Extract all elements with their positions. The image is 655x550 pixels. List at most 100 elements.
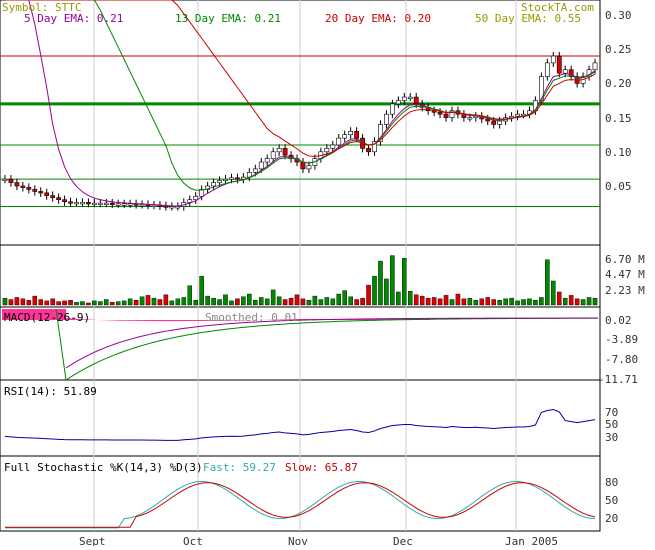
volume-bar <box>354 299 359 306</box>
macd-tick: -11.71 <box>598 373 638 386</box>
rsi-tick: 30 <box>605 431 618 444</box>
macd-signal-line <box>65 317 599 369</box>
volume-bar <box>235 298 240 306</box>
macd-tick: 0.02 <box>605 314 632 327</box>
price-tick: 0.30 <box>605 9 632 22</box>
candle-body <box>74 202 79 205</box>
candle-body <box>384 113 389 125</box>
stochastic-lines <box>4 480 596 529</box>
volume-bar <box>539 297 544 306</box>
volume-bar <box>8 299 14 306</box>
volume-bar <box>366 284 371 306</box>
volume-bar <box>467 297 473 306</box>
candle-body <box>235 177 240 180</box>
volume-bar <box>14 297 20 306</box>
ema20-line <box>4 0 596 158</box>
macd-lines <box>2 308 599 381</box>
volume-bar <box>384 278 389 306</box>
volume-bar <box>68 299 73 306</box>
candle-body <box>151 204 157 207</box>
volume-bar <box>282 299 288 306</box>
volume-bar <box>205 295 210 306</box>
candle-body <box>223 178 228 181</box>
volume-bar <box>556 291 562 306</box>
stochastic-fast-line <box>4 480 596 529</box>
volume-tick: 2.23 M <box>605 284 645 297</box>
volume-bar <box>127 298 133 306</box>
volume-bar <box>485 297 491 306</box>
candle-body <box>32 189 38 192</box>
ema20-label: 20 Day EMA: 0.20 <box>325 12 431 25</box>
volume-bar <box>300 298 306 306</box>
candle-body <box>491 120 497 125</box>
candle-body <box>2 178 8 181</box>
volume-bar <box>425 297 431 306</box>
volume-bar <box>545 259 550 306</box>
volume-bar <box>342 290 347 306</box>
candle-body <box>592 62 598 71</box>
candle-body <box>20 185 26 188</box>
stochastic-tick: 20 <box>605 512 618 525</box>
x-label: Oct <box>183 535 203 546</box>
candle-body <box>336 137 342 146</box>
volume-bar <box>86 302 91 306</box>
candle-body <box>449 110 455 118</box>
volume-bar <box>26 299 32 306</box>
volume-bar <box>169 300 175 306</box>
volume-bar <box>568 295 574 306</box>
volume-bar <box>336 293 342 306</box>
volume-bar <box>330 298 336 306</box>
volume-bar <box>151 297 157 306</box>
candle-body <box>50 195 56 198</box>
candle-body <box>264 158 270 163</box>
ema50-label: 50 Day EMA: 0.55 <box>475 12 581 25</box>
volume-bar <box>2 297 8 306</box>
volume-bar <box>515 300 520 306</box>
volume-bar <box>133 299 139 306</box>
volume-bar <box>455 293 461 306</box>
stochastic-slow-label: Slow: 65.87 <box>285 461 358 474</box>
volume-bar <box>258 297 264 306</box>
volume-bar <box>294 294 300 306</box>
candle-body <box>437 111 443 115</box>
volume-bar <box>211 297 216 306</box>
volume-bar <box>98 301 103 306</box>
volume-bar <box>56 301 61 306</box>
volume-bar <box>306 299 312 306</box>
candle-body <box>538 76 544 101</box>
volume-bar <box>288 297 294 306</box>
volume-bar <box>50 298 55 306</box>
volume-bar <box>229 300 234 306</box>
volume-bar <box>223 294 228 306</box>
candle-body <box>413 96 419 105</box>
volume-bar <box>527 298 532 306</box>
volume-bar <box>121 300 127 306</box>
volume-bar <box>390 255 395 306</box>
volume-bar <box>473 299 479 306</box>
volume-bar <box>509 297 514 306</box>
volume-bar <box>586 297 592 306</box>
volume-bar <box>324 297 330 306</box>
candle-body <box>80 202 85 205</box>
candle-body <box>544 62 550 77</box>
volume-bar <box>491 299 496 306</box>
volume-bar <box>139 296 145 306</box>
candle-body <box>217 180 222 183</box>
candle-body <box>485 118 491 122</box>
candle-body <box>139 204 145 207</box>
candle-body <box>187 199 193 203</box>
candle-body <box>44 192 50 196</box>
macd-tick: -7.80 <box>605 353 638 366</box>
candle-body <box>103 202 109 205</box>
volume-bar <box>247 293 252 306</box>
candle-body <box>306 165 312 170</box>
candle-body <box>443 113 449 118</box>
candle-body <box>282 148 288 156</box>
candle-body <box>378 124 383 142</box>
stochastic-tick: 50 <box>605 494 618 507</box>
volume-tick: 4.47 M <box>605 268 645 281</box>
volume-bar <box>574 298 580 306</box>
x-label: Jan 2005 <box>505 535 558 546</box>
candle-body <box>26 187 32 190</box>
